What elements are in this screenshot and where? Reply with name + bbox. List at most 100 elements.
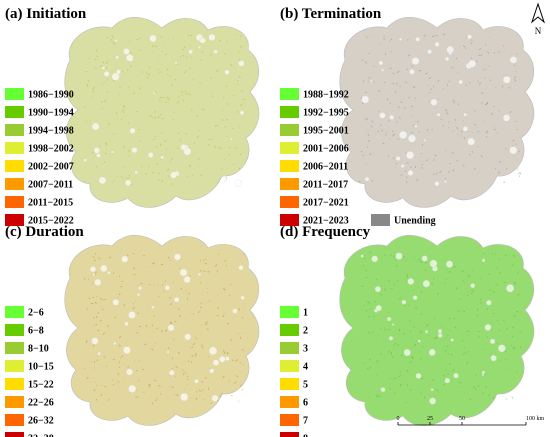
map-stroke	[127, 122, 130, 124]
map-stroke	[493, 52, 495, 54]
map-gap	[411, 57, 420, 65]
map-stroke	[228, 146, 231, 149]
map-gap	[116, 69, 121, 75]
map-stroke	[468, 153, 471, 156]
map-stroke	[239, 361, 241, 364]
map-gap	[415, 373, 422, 379]
legend-label: 22−26	[28, 397, 54, 408]
map-stroke	[101, 101, 103, 104]
legend-label: 1986−1990	[28, 89, 74, 100]
map-stroke	[174, 320, 177, 323]
map-stroke	[466, 330, 469, 333]
map-gap	[188, 49, 193, 54]
map-stroke	[226, 322, 229, 325]
map-gap	[445, 260, 454, 268]
map-gap	[89, 266, 96, 273]
legend-swatch	[280, 124, 299, 136]
north-label: N	[535, 26, 542, 36]
map-stroke	[470, 57, 473, 59]
map-stroke	[167, 98, 170, 101]
map-gap	[381, 68, 384, 72]
map-stroke	[402, 256, 405, 258]
map-stroke	[516, 128, 518, 130]
map-stroke	[390, 353, 392, 356]
map-stroke	[450, 66, 453, 69]
map-gap	[414, 124, 418, 128]
map-gap	[429, 259, 438, 268]
map-stroke	[393, 344, 396, 346]
map-stroke	[378, 89, 381, 93]
map-stroke	[187, 378, 189, 380]
map-stroke	[440, 357, 442, 359]
map-stroke	[89, 297, 91, 300]
map-stroke	[177, 394, 179, 396]
map-stroke	[513, 281, 517, 285]
map-stroke	[426, 129, 429, 132]
map-stroke	[512, 326, 515, 329]
legend-label: 2002−2007	[28, 161, 74, 172]
map-stroke	[425, 72, 428, 75]
map-stroke	[376, 395, 378, 398]
map-stroke	[172, 37, 174, 39]
map-stroke	[189, 93, 191, 96]
legend-swatch	[5, 124, 24, 136]
legend-swatch	[280, 414, 299, 426]
legend-label: 10−15	[28, 361, 54, 372]
map-stroke	[139, 87, 142, 90]
map-stroke	[85, 70, 88, 73]
map-stroke	[113, 179, 116, 182]
map-stroke	[513, 76, 517, 78]
map-stroke	[111, 35, 114, 38]
map-stroke	[128, 86, 130, 89]
map-gap	[421, 255, 428, 262]
map-stroke	[105, 61, 108, 65]
map-stroke	[101, 308, 104, 311]
panel: (a) Initiation 1986−1990 1990−1994 1994−199…	[5, 6, 260, 226]
map-stroke	[226, 103, 228, 105]
map-stroke	[496, 342, 498, 344]
map-stroke	[413, 124, 415, 127]
map-stroke	[489, 79, 492, 82]
map-stroke	[368, 76, 371, 79]
map-gap	[131, 147, 138, 154]
map-stroke	[170, 321, 173, 324]
map-stroke	[88, 57, 90, 60]
map-stroke	[505, 327, 508, 330]
map-stroke	[498, 110, 500, 112]
map-stroke	[99, 298, 103, 300]
map-gap	[237, 399, 241, 403]
map-stroke	[234, 381, 237, 384]
map-stroke	[386, 279, 388, 281]
map-stroke	[420, 392, 422, 395]
map-stroke	[95, 49, 98, 52]
map-stroke	[104, 298, 106, 301]
map-gap	[121, 255, 129, 263]
map-stroke	[95, 165, 98, 168]
legend-label: 1995−2001	[303, 125, 349, 136]
map-stroke	[384, 53, 387, 56]
map-gap	[208, 33, 216, 41]
panel: (d) Frequency 1 2 3 4 5 6 7 8	[280, 224, 535, 437]
legend-swatch	[280, 214, 299, 226]
map-stroke	[393, 133, 396, 136]
map-stroke	[426, 324, 429, 327]
map-stroke	[120, 286, 123, 288]
map-stroke	[439, 170, 442, 173]
map-stroke	[187, 34, 190, 37]
map-stroke	[487, 273, 490, 275]
map-stroke	[208, 143, 210, 146]
map-gap	[111, 72, 120, 81]
map-stroke	[161, 284, 163, 286]
map-gap	[407, 278, 415, 285]
map-stroke	[139, 49, 141, 51]
legend-label: 15−22	[28, 379, 54, 390]
map-gap	[208, 346, 218, 355]
legend-swatch	[280, 88, 299, 100]
map-stroke	[156, 145, 158, 148]
map-stroke	[239, 336, 242, 339]
map-stroke	[435, 336, 438, 339]
legend-label: 1988−1992	[303, 89, 349, 100]
map-gap	[230, 137, 233, 141]
map-stroke	[416, 178, 419, 181]
map-gap	[93, 147, 101, 154]
